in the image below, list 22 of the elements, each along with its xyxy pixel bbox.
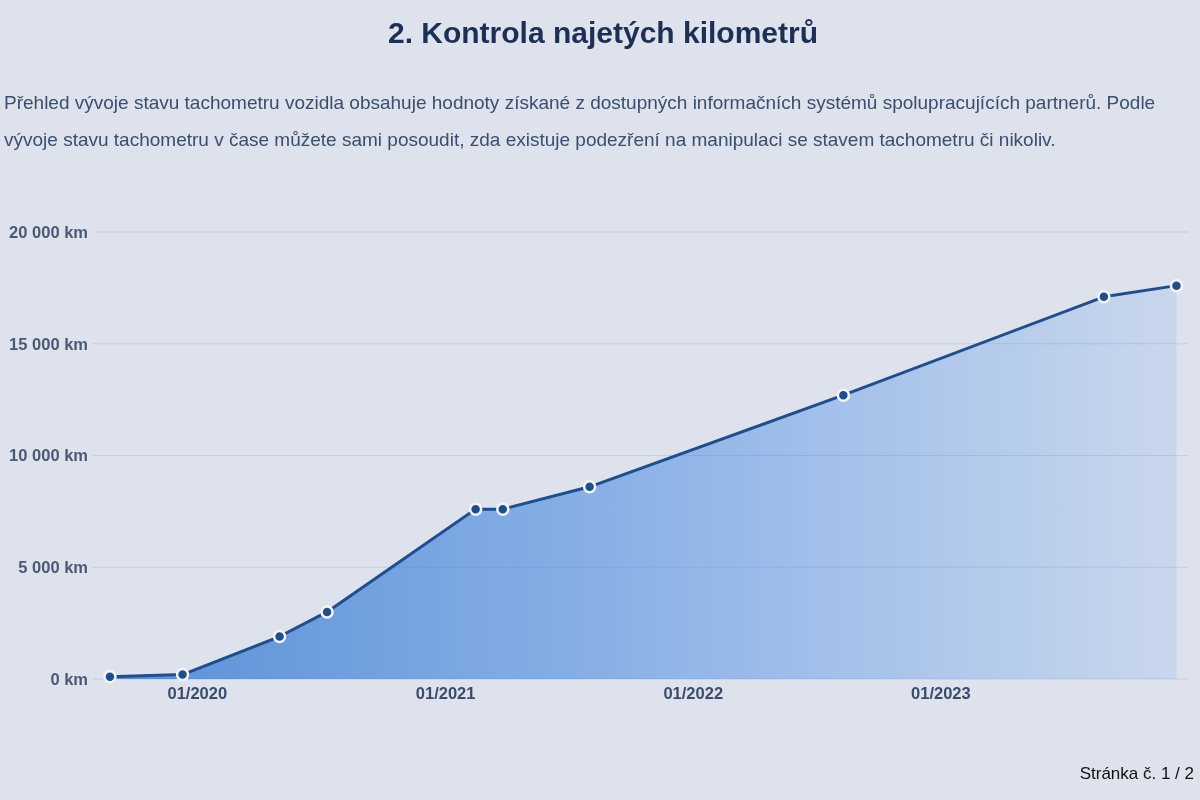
- x-tick-label: 01/2020: [167, 683, 228, 702]
- point: [272, 629, 287, 644]
- chart-subtitle: Přehled vývoje stavu tachometru vozidla obsahuje hodnoty získané z dostupných informačních systémů spolupracujících partnerů. Podle vývoje stavu tachometru v čase můžete sami posoudit, zda existuje podezření na manipulaci se stavem tachometru či nikoliv.: [4, 92, 1156, 150]
- x-tick-label: 01/2021: [415, 683, 476, 702]
- y-tick-label: 0 km: [50, 669, 88, 688]
- x-tick-label: 01/2023: [911, 683, 971, 702]
- chart-title: 2. Kontrola najetých kilometrů: [387, 16, 819, 49]
- point: [496, 502, 510, 516]
- point: [103, 670, 117, 684]
- y-tick-label: 5 000 km: [18, 558, 88, 577]
- text: Stránka č. 1 / 2: [1079, 764, 1194, 783]
- point: [1097, 290, 1111, 304]
- point: [175, 667, 190, 682]
- x-tick-label: 01/2022: [663, 683, 724, 702]
- point: [1169, 278, 1184, 293]
- y-tick-label: 15 000 km: [9, 334, 88, 353]
- point: [320, 605, 334, 619]
- point: [836, 388, 851, 402]
- point: [582, 480, 597, 494]
- y-tick-label: 10 000 km: [9, 446, 88, 465]
- y-tick-label: 20 000 km: [9, 222, 88, 241]
- point: [468, 502, 483, 516]
